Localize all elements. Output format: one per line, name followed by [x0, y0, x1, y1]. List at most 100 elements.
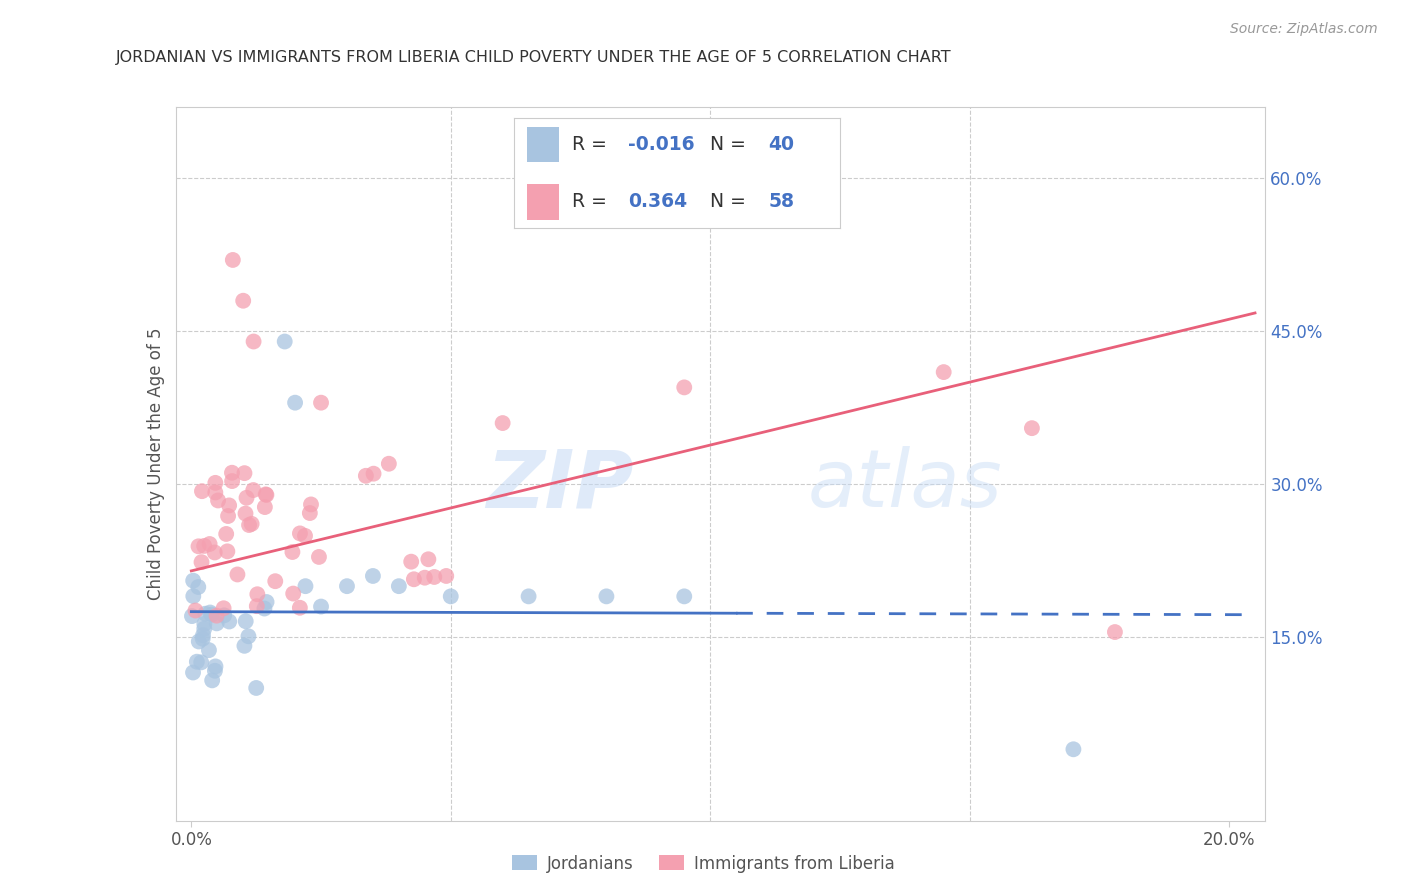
Point [434, 569, 457, 583]
Point [308, 549, 330, 564]
Point [218, 615, 240, 629]
Point [361, 569, 384, 583]
Point [418, 552, 440, 566]
Point [204, 475, 226, 490]
Point [191, 484, 214, 499]
Point [240, 516, 263, 531]
Point [245, 681, 267, 695]
Point [215, 527, 238, 541]
Point [288, 600, 311, 615]
Point [204, 659, 226, 673]
Point [246, 587, 269, 601]
Point [242, 483, 264, 497]
Point [235, 491, 257, 505]
Point [1021, 421, 1043, 435]
Point [298, 506, 321, 520]
Point [187, 634, 209, 648]
Point [235, 614, 257, 628]
Point [1062, 742, 1084, 756]
Point [200, 607, 222, 622]
Point [294, 579, 316, 593]
Point [254, 487, 277, 501]
Legend: Jordanians, Immigrants from Liberia: Jordanians, Immigrants from Liberia [505, 848, 901, 880]
Text: JORDANIAN VS IMMIGRANTS FROM LIBERIA CHILD POVERTY UNDER THE AGE OF 5 CORRELATIO: JORDANIAN VS IMMIGRANTS FROM LIBERIA CHI… [115, 50, 952, 65]
Point [595, 590, 617, 604]
Point [281, 545, 304, 559]
Point [309, 395, 332, 409]
Point [181, 589, 204, 603]
Point [288, 526, 311, 541]
Point [517, 590, 540, 604]
Point [932, 365, 955, 379]
Point [388, 579, 411, 593]
Point [253, 601, 276, 615]
Point [238, 629, 260, 643]
Point [212, 601, 235, 615]
Point [187, 580, 209, 594]
Point [193, 622, 215, 636]
Point [222, 252, 245, 267]
Point [201, 673, 224, 688]
Point [399, 555, 422, 569]
Point [204, 545, 226, 559]
Point [413, 571, 436, 585]
Point [492, 416, 515, 430]
Point [402, 572, 425, 586]
Point [205, 608, 228, 623]
Point [218, 499, 240, 513]
Text: Source: ZipAtlas.com: Source: ZipAtlas.com [1230, 22, 1378, 37]
Point [217, 509, 239, 524]
Point [253, 500, 276, 514]
Point [204, 664, 226, 678]
Text: atlas: atlas [807, 446, 1002, 524]
Point [363, 467, 385, 481]
Point [198, 643, 221, 657]
Point [194, 607, 217, 621]
Point [673, 590, 696, 604]
Point [294, 529, 316, 543]
Point [181, 609, 204, 624]
Point [284, 395, 307, 409]
Point [423, 570, 446, 584]
Point [673, 380, 696, 394]
Point [198, 606, 221, 620]
Point [299, 498, 322, 512]
Point [254, 488, 277, 502]
Point [242, 334, 264, 349]
Y-axis label: Child Poverty Under the Age of 5: Child Poverty Under the Age of 5 [146, 327, 165, 600]
Point [191, 632, 214, 646]
Point [212, 608, 235, 623]
Point [193, 617, 215, 632]
Point [205, 616, 228, 631]
Point [1104, 625, 1126, 640]
Point [283, 586, 305, 600]
Point [190, 656, 212, 670]
Point [191, 628, 214, 642]
Point [221, 466, 243, 480]
Point [186, 655, 208, 669]
Point [264, 574, 287, 589]
Point [207, 493, 229, 508]
Point [246, 599, 269, 614]
Point [217, 544, 239, 558]
Point [354, 468, 377, 483]
Point [204, 485, 226, 500]
Text: ZIP: ZIP [486, 446, 633, 524]
Point [309, 599, 332, 614]
Point [233, 639, 256, 653]
Point [336, 579, 359, 593]
Point [378, 457, 401, 471]
Point [181, 574, 204, 588]
Point [233, 466, 256, 480]
Point [256, 595, 278, 609]
Point [235, 507, 257, 521]
Point [198, 537, 221, 551]
Point [184, 603, 207, 617]
Point [221, 474, 243, 488]
Point [232, 293, 254, 308]
Point [193, 539, 215, 553]
Point [190, 555, 212, 569]
Point [181, 665, 204, 680]
Point [273, 334, 295, 349]
Point [238, 518, 260, 533]
